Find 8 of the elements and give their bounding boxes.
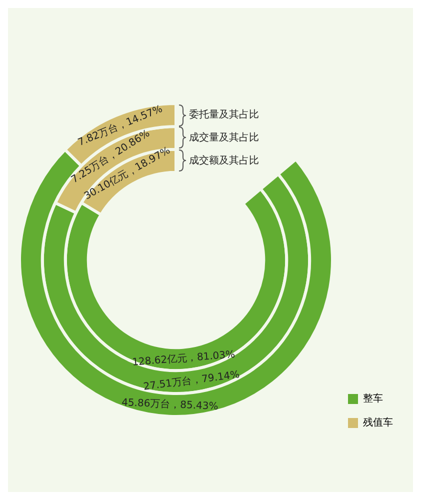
data-label: 128.62亿元，81.03% — [132, 349, 236, 368]
slice-label: 成交额及其占比 — [189, 154, 259, 166]
slice-label: 委托量及其占比 — [189, 108, 259, 121]
data-label: 27.51万台，79.14% — [142, 368, 240, 393]
data-label: 45.86万台，85.43% — [121, 396, 218, 413]
legend-label: 残值车 — [363, 416, 393, 429]
legend-label: 整车 — [363, 392, 383, 405]
slice-label: 成交量及其占比 — [189, 132, 259, 144]
